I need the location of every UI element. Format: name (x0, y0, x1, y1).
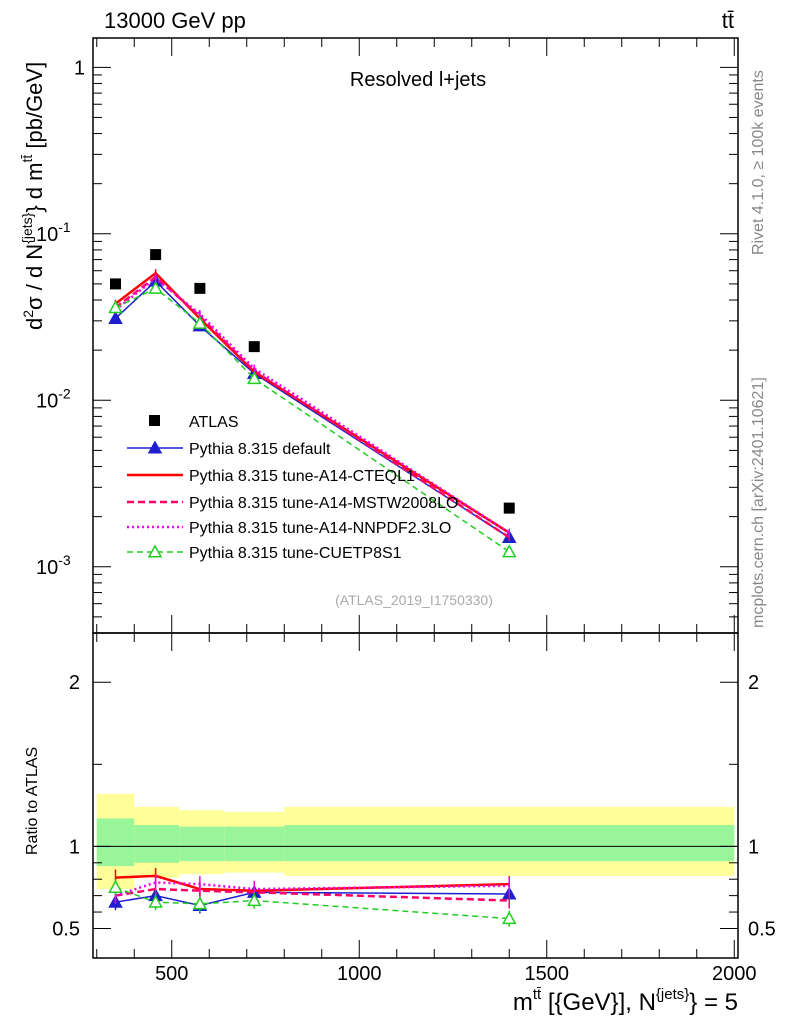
ratio-band-layer (93, 793, 738, 890)
atlas-point-2 (194, 282, 206, 294)
ratio-band-inner-0 (96, 818, 135, 867)
ylabel-sigma: σ / d N (22, 244, 47, 310)
ratio-marker-4-3 (246, 893, 262, 907)
xlabel-mid: [{GeV}], N (541, 989, 656, 1016)
legend-marker-5 (147, 544, 163, 558)
svg-text:d2σ / d N{jets}} d mtt̄ [pb/Ge: d2σ / d N{jets}} d mtt̄ [pb/GeV] (19, 62, 47, 330)
atlas-point-0 (110, 278, 121, 290)
ratio-marker-4-4 (501, 911, 517, 925)
ratio-ytick-label-left-2: 0.5 (52, 918, 80, 940)
legend-marker-1 (147, 440, 163, 454)
ratio-series-layer (108, 867, 517, 927)
xlabel-end: } = 5 (689, 989, 738, 1016)
legend-label-1: Pythia 8.315 default (189, 441, 331, 458)
ratio-marker-4-2 (192, 896, 208, 910)
main-marker-0-0 (108, 310, 123, 325)
main-ytick-label-2: 10-1 (36, 219, 71, 246)
legend: ATLAS Pythia 8.315 default Pythia 8.315 tu… (127, 414, 458, 562)
ratio-xtick-label-0: 500 (155, 963, 188, 985)
main-marker-4-0 (108, 300, 123, 314)
main-line-2 (114, 275, 510, 539)
ratio-frame (92, 632, 739, 959)
ratio-ytick-label-right-1: 1 (748, 836, 759, 858)
main-marker-4-2 (192, 315, 208, 329)
main-ytick-label-0: 1 (74, 57, 85, 79)
ratio-xtick-label-2: 1500 (525, 963, 570, 985)
ratio-marker-4-1 (148, 894, 163, 908)
ratio-band-inner-4 (284, 825, 735, 862)
ylabel-sup2: 2 (20, 310, 36, 318)
legend-label-0: ATLAS (189, 414, 239, 431)
ylabel-d: d (22, 318, 47, 330)
main-frame (92, 37, 739, 634)
legend-atlas-marker (149, 415, 160, 426)
main-ytick-label-3: 10-2 (36, 385, 71, 412)
main-line-3 (114, 276, 510, 534)
ratio-y-label: Ratio to ATLAS (24, 747, 41, 855)
ratio-band-inner-2 (179, 826, 225, 862)
main-title: Resolved l+jets (350, 69, 486, 91)
main-line-1 (114, 271, 510, 534)
main-marker-4-1 (148, 280, 163, 294)
ratio-line-2 (115, 887, 510, 902)
atlas-point-3 (248, 341, 260, 353)
main-y-label: d2σ / d N{jets}} d mtt̄ [pb/GeV] (19, 62, 47, 330)
ratio-ytick-label-right-0: 2 (748, 672, 759, 694)
legend-label-5: Pythia 8.315 tune-CUETP8S1 (189, 545, 402, 562)
xlabel-m: m (513, 989, 533, 1016)
main-series-layer (108, 249, 517, 558)
atlas-point-1 (150, 249, 162, 261)
main-marker-4-3 (246, 371, 262, 385)
ylabel-tt: tt̄ (19, 155, 35, 163)
x-axis-label: mtt̄ [{GeV}], N{jets}} = 5 (513, 986, 738, 1016)
ratio-xtick-label-1: 1000 (337, 963, 382, 985)
main-line-4 (115, 287, 510, 553)
main-marker-4-4 (501, 544, 517, 558)
ratio-ytick-label-right-2: 0.5 (748, 918, 776, 940)
ratio-marker-4-0 (108, 879, 123, 893)
rivet-label: Rivet 4.1.0, ≥ 100k events (750, 70, 767, 255)
mcplots-label: mcplots.cern.ch [arXiv:2401.10621] (750, 377, 767, 628)
xlabel-jets: {jets} (656, 986, 689, 1003)
energy-label: 13000 GeV pp (104, 8, 246, 33)
legend-label-3: Pythia 8.315 tune-A14-MSTW2008LO (189, 495, 458, 512)
ylabel-jets: {jets} (19, 212, 35, 243)
ratio-xtick-label-3: 2000 (712, 963, 757, 985)
legend-label-2: Pythia 8.315 tune-A14-CTEQL1 (189, 468, 415, 485)
ylabel-dm: } d m (22, 163, 47, 213)
ratio-axis-ticks: 2 2 1 1 0.5 0.5 500 1000 1500 2000 (52, 633, 776, 985)
main-axis-ticks: 1 10-1 10-2 10-3 (36, 38, 738, 634)
atlas-point-4 (503, 502, 515, 514)
ratio-band-inner-3 (224, 826, 285, 862)
legend-label-4: Pythia 8.315 tune-A14-NNPDF2.3LO (189, 520, 451, 537)
ylabel-units: [pb/GeV] (22, 62, 47, 155)
ratio-ytick-label-left-1: 1 (69, 836, 80, 858)
analysis-id: (ATLAS_2019_I1750330) (335, 592, 493, 608)
ratio-ytick-label-left-0: 2 (69, 672, 80, 694)
process-label: tt̄ (722, 8, 734, 33)
main-ytick-label-4: 10-3 (36, 552, 71, 579)
xlabel-tt: tt̄ (533, 986, 542, 1003)
ratio-band-inner-1 (134, 825, 180, 863)
